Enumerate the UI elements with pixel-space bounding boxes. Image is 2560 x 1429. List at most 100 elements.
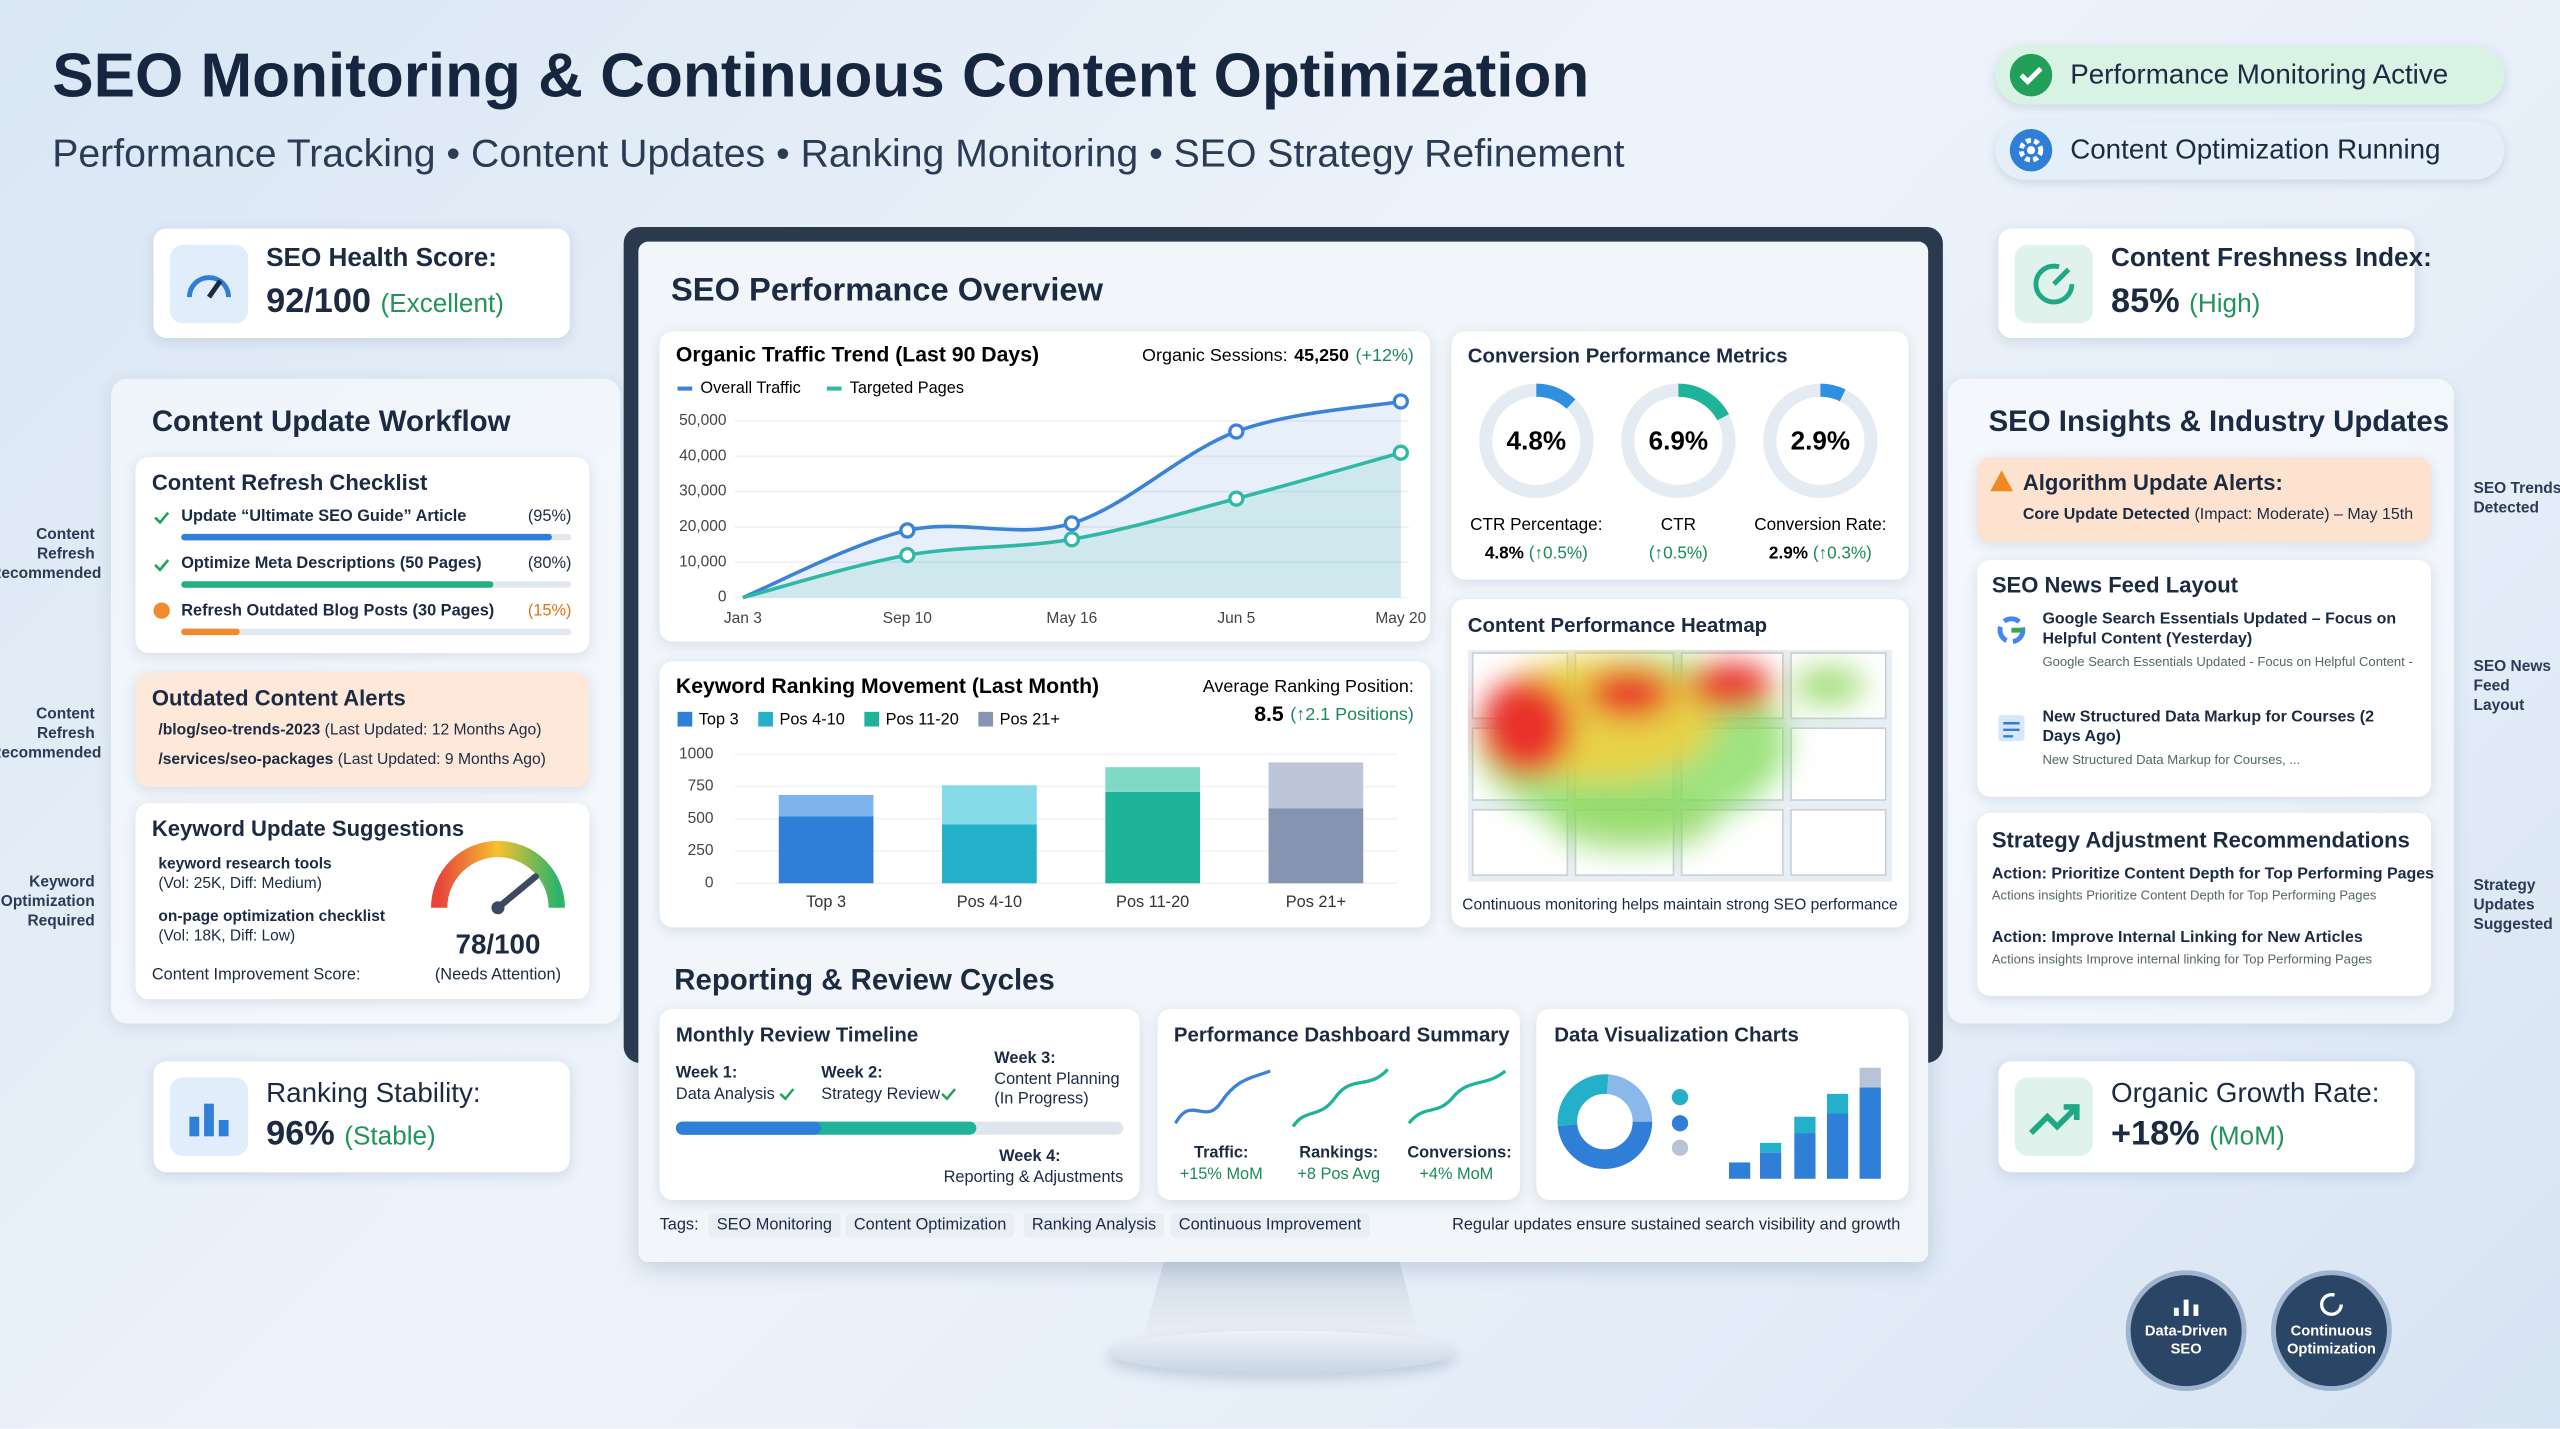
metric-detail: (↑0.5%) [1649,542,1708,562]
side-label: Strategy Updates Suggested [2473,876,2553,934]
keyword-meta: (Vol: 18K, Diff: Low) [158,927,296,946]
shape [2173,1299,2199,1316]
news-title: New Structured Data Markup for Courses (… [2042,708,2374,747]
legend-label: Top 3 [699,710,739,728]
bar-segment [778,816,874,884]
alerts-card [135,672,590,787]
keyword-meta: (Vol: 25K, Diff: Medium) [158,875,322,894]
ring-value: 4.8% [1507,425,1567,455]
progress-fill [181,581,494,588]
conversion-card [1451,331,1909,580]
progress-label: (80%) [527,555,572,574]
refresh-icon [2033,263,2075,305]
week-task: Strategy Review [821,1085,941,1104]
legend-label: Overall Traffic [700,379,800,397]
legend-swatch [864,711,880,727]
monitor-neck [1142,1257,1421,1339]
shape [1826,1113,1849,1179]
heatmap [1467,649,1893,882]
checklist-item: Refresh Outdated Blog Posts (30 Pages) [181,602,495,621]
shape [218,1120,229,1137]
heat-blobs [1477,653,1865,854]
stability-card: Ranking Stability: 96% (Stable) [153,1061,570,1173]
alert-note: (Last Updated: 12 Months Ago) [324,721,542,740]
y-tick-label: 250 [688,842,714,859]
keyword: on-page optimization checklist [158,907,386,926]
title: SEO Monitoring & Continuous Content Opti… [52,42,1590,112]
shape [1794,1133,1816,1179]
shape [1760,1152,1782,1179]
chart-summary: 8.5 (↑2.1 Positions) [1254,703,1414,726]
icon [2014,1077,2094,1156]
summary-value: 45,250 [1294,345,1349,365]
card-title: Outdated Content Alerts [151,685,406,711]
badge-icon [2173,1299,2199,1316]
bar-segment [942,824,1037,884]
alert-path: /blog/seo-trends-2023 [158,721,321,740]
health-card: SEO Health Score: 92/100 (Excellent) [153,228,570,338]
progress-fill [181,628,240,636]
label: Organic Growth Rate: [2111,1077,2380,1109]
metric-detail: 4.8% (↑0.5%) [1485,542,1588,562]
gear-icon [2009,128,2053,172]
metric-caption: CTR Percentage: [1470,514,1602,534]
icon [169,244,249,324]
summary-label: Average Ranking Position: [1203,676,1414,696]
y-tick-label: 0 [718,589,727,606]
x-tick-label: Sep 10 [883,610,933,627]
doc-icon [1998,715,2025,742]
shape [1671,1088,1689,1106]
google-icon [1997,616,2026,645]
shape [2320,1293,2343,1316]
alert-card [1977,457,2432,543]
caption: Continuous monitoring helps maintain str… [1462,896,1898,915]
shape [1557,1074,1653,1169]
strategy-detail: Actions insights Prioritize Content Dept… [1991,888,2377,903]
card-title: Strategy Adjustment Recommendations [1991,827,2410,853]
value-line: 92/100 (Excellent) [266,282,504,321]
tag: Continuous Improvement [1170,1213,1370,1238]
shape [1794,1116,1816,1134]
status-pill: Performance Monitoring Active [1995,45,2505,105]
bar-segment [1268,762,1364,809]
week-task: Data Analysis [675,1085,775,1104]
y-tick-label: 20,000 [679,518,727,535]
card-title: Keyword Update Suggestions [151,816,465,841]
shape [206,279,223,299]
legend-swatch [758,711,773,727]
gauge-hub [491,901,505,915]
ring-track [1479,383,1594,498]
score-label: Content Improvement Score: [151,966,361,985]
bar-segment [942,785,1037,825]
y-tick-label: 50,000 [679,412,727,429]
strategy-detail: Actions insights Improve internal linkin… [1991,951,2373,967]
week-task: Reporting & Adjustments [943,1168,1124,1187]
badge-text: Data-Driven SEO [2144,1322,2228,1357]
point-marker [1228,490,1245,507]
section-title: SEO Performance Overview [671,272,1103,309]
timeline-card [659,1008,1140,1200]
news-title: Google Search Essentials Updated – Focus… [2042,610,2397,649]
score-note: (Needs Attention) [434,966,562,985]
monitor-base [1106,1330,1457,1374]
kpi-value: +15% MoM [1179,1165,1263,1184]
shape [1990,470,2014,492]
freshness-card: Content Freshness Index: 85% (High) [1998,228,2432,338]
chart-title: Keyword Ranking Movement (Last Month) [676,675,1099,698]
shape [1480,677,1573,776]
alert-detail: (Impact: Moderate) – May 15th [2194,506,2414,525]
legend-swatch [677,711,693,727]
side-label: Content Refresh Recommended [0,705,102,763]
gauge-needle [494,873,539,912]
label: Ranking Stability: [266,1077,481,1109]
card-title: Performance Dashboard Summary [1173,1023,1510,1047]
strategy-action: Action: Prioritize Content Depth for Top… [1991,865,2435,884]
subtitle: Performance Tracking • Content Updates •… [52,132,1625,177]
note: (High) [2189,290,2261,319]
warn-icon [153,602,170,619]
y-tick-label: 1000 [679,745,714,762]
legend-label: Targeted Pages [850,379,964,397]
shape [1291,1068,1389,1128]
point-marker [1228,423,1245,440]
